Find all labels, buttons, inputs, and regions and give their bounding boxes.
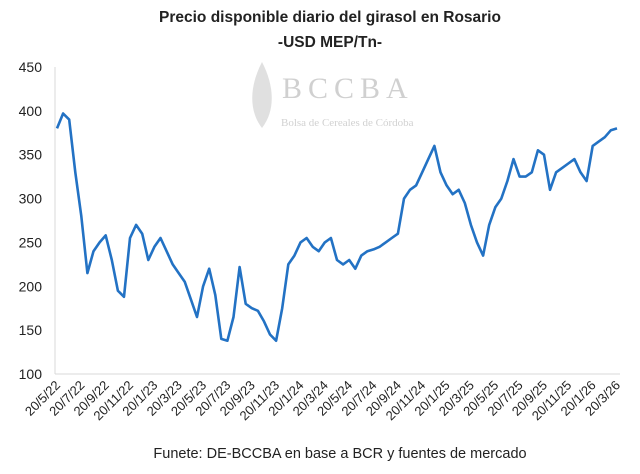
y-tick-label: 450 (19, 59, 43, 75)
logo-leaf (252, 62, 272, 128)
chart-subtitle: -USD MEP/Tn- (278, 34, 382, 51)
y-tick-label: 300 (19, 191, 43, 207)
logo-subtext: Bolsa de Cereales de Córdoba (281, 117, 414, 129)
y-tick-label: 350 (19, 147, 43, 163)
data-line (55, 112, 618, 342)
chart-title: Precio disponible diario del girasol en … (159, 9, 501, 26)
y-tick-label: 400 (19, 103, 43, 119)
y-tick-label: 250 (19, 234, 43, 250)
source: Funete: DE-BCCBA en base a BCR y fuentes… (153, 446, 526, 462)
logo-text: BCCBA (282, 72, 414, 105)
logo: BCCBA Bolsa de Cereales de Córdoba (252, 62, 414, 129)
y-tick-label: 150 (19, 322, 43, 338)
y-tick-label: 200 (19, 278, 43, 294)
y-tick-label: 100 (19, 366, 43, 382)
